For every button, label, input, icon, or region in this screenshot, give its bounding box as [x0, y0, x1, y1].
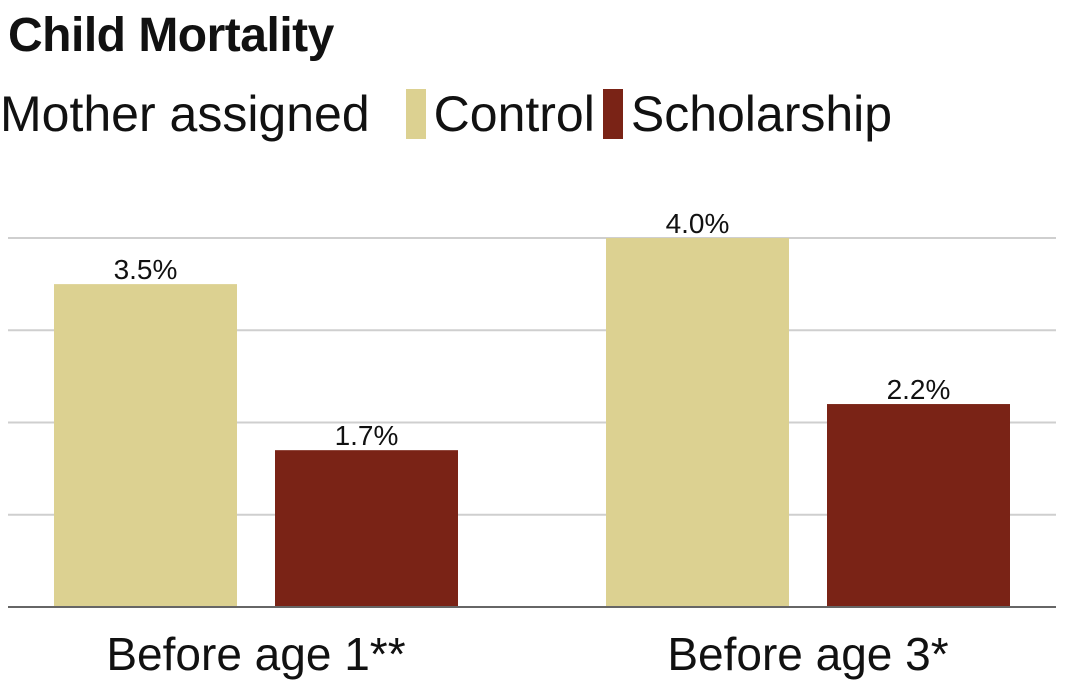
data-label-scholarship-2: 2.2% — [887, 374, 951, 405]
data-label-scholarship-1: 1.7% — [335, 420, 399, 451]
x-tick-label: Before age 3* — [667, 628, 948, 680]
legend-label-scholarship: Scholarship — [630, 86, 893, 142]
bar-control-2 — [606, 238, 789, 607]
bar-scholarship-2 — [827, 404, 1010, 607]
data-label-control-1: 3.5% — [114, 254, 178, 285]
bar-control-1 — [54, 284, 237, 607]
legend-label-control: Control — [433, 86, 595, 142]
bar-scholarship-1 — [275, 450, 458, 607]
legend-item-control: Control — [405, 85, 595, 143]
data-label-control-2: 4.0% — [666, 208, 730, 239]
legend-title: Mother assigned — [0, 86, 370, 142]
legend-swatch-scholarship — [602, 89, 623, 139]
legend-item-scholarship: Scholarship — [602, 85, 893, 143]
legend-swatch-control — [405, 89, 426, 139]
chart-title: Child Mortality — [8, 9, 334, 62]
x-tick-label: Before age 1** — [106, 628, 405, 680]
legend: Mother assigned Control Scholarship — [0, 84, 900, 144]
